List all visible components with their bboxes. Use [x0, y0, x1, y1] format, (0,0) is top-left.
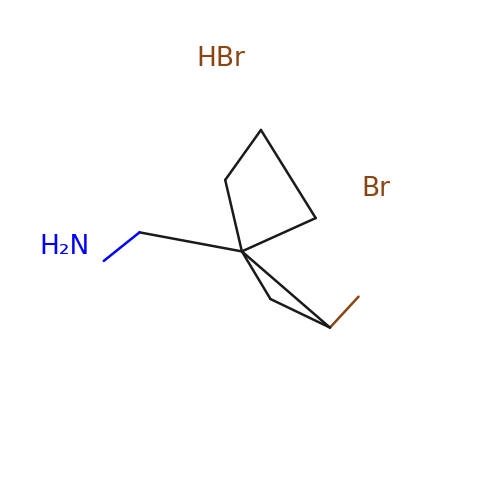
- Text: HBr: HBr: [196, 46, 245, 71]
- Text: Br: Br: [361, 176, 390, 203]
- Text: H₂N: H₂N: [39, 234, 90, 260]
